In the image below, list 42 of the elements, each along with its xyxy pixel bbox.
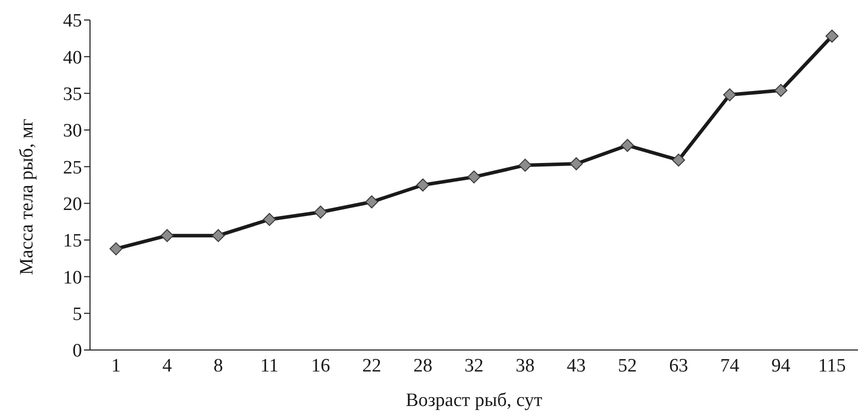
point (416, 178, 430, 192)
y-tick-label: 5 (72, 304, 82, 326)
x-tick-label: 94 (771, 355, 791, 376)
x-tick-label: 74 (720, 355, 740, 376)
x-tick-label: 22 (362, 355, 382, 376)
y-tick-label: 35 (63, 84, 82, 106)
point (570, 157, 583, 170)
x-tick-label: 32 (464, 355, 484, 376)
point (262, 212, 276, 226)
point (774, 84, 788, 97)
y-tick-label: 30 (63, 120, 82, 142)
y-tick-label: 15 (63, 230, 82, 252)
x-tick-label: 115 (818, 355, 846, 376)
x-tick-label: 1 (111, 355, 121, 376)
x-tick-label: 8 (214, 355, 224, 376)
y-tick-label: 25 (63, 157, 82, 178)
y-tick-label: 10 (63, 267, 82, 288)
y-tick-label: 40 (63, 47, 82, 68)
x-tick-label: 11 (260, 355, 279, 376)
x-tick-label: 38 (516, 355, 535, 376)
y-axis-title: Масса тела рыб, мг (16, 118, 38, 275)
x-tick-label: 28 (413, 355, 432, 376)
x-tick-label: 52 (618, 355, 637, 376)
point (468, 170, 480, 184)
y-tick-label: 0 (72, 340, 82, 362)
point (365, 195, 378, 208)
x-axis-title: Возраст рыб, сут (406, 390, 543, 411)
y-tick-label: 45 (63, 10, 82, 32)
point (212, 229, 225, 242)
point (826, 30, 838, 43)
point (314, 206, 328, 219)
point (620, 138, 634, 152)
point (723, 88, 736, 102)
point (672, 154, 686, 167)
x-tick-label: 63 (669, 355, 688, 376)
point (160, 229, 174, 242)
point (110, 242, 122, 256)
x-tick-label: 16 (311, 355, 330, 376)
y-tick-label: 20 (63, 194, 82, 216)
point (518, 158, 532, 172)
x-tick-label: 4 (162, 355, 172, 376)
x-tick-label: 43 (566, 355, 586, 376)
